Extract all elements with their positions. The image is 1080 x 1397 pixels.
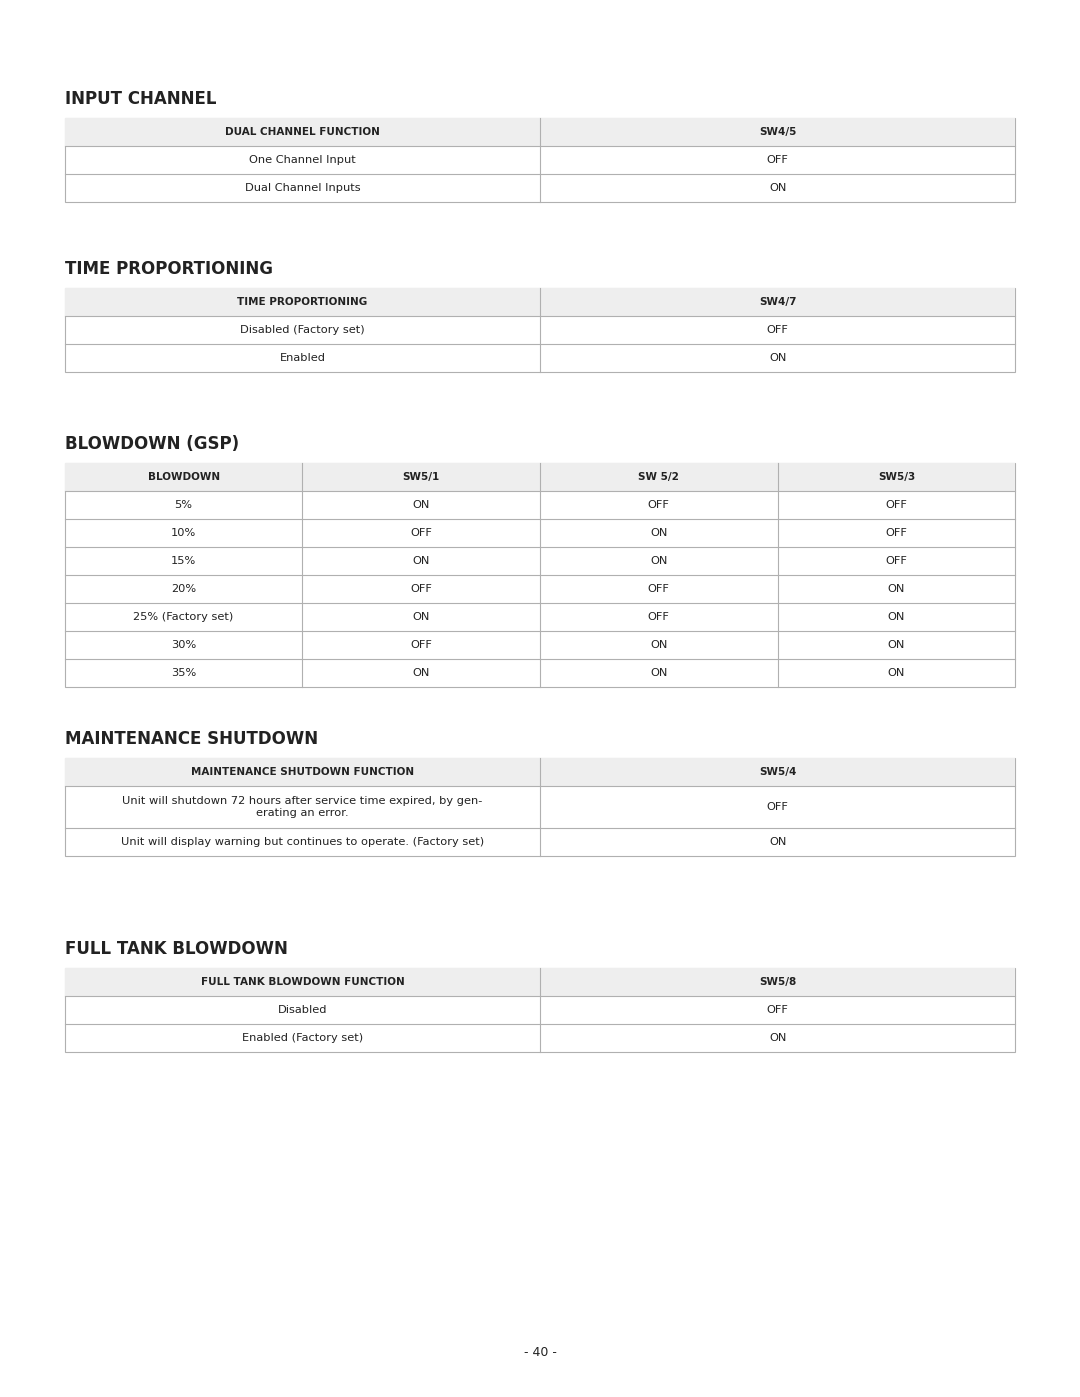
Text: Enabled: Enabled <box>280 353 325 363</box>
Text: SW4/7: SW4/7 <box>759 298 796 307</box>
Bar <box>65 968 1015 996</box>
Text: ON: ON <box>888 668 905 678</box>
Text: OFF: OFF <box>648 612 670 622</box>
Text: OFF: OFF <box>886 556 907 566</box>
Text: ON: ON <box>413 612 430 622</box>
Text: OFF: OFF <box>648 584 670 594</box>
Text: SW5/8: SW5/8 <box>759 977 796 988</box>
Text: Dual Channel Inputs: Dual Channel Inputs <box>244 183 361 193</box>
Text: 15%: 15% <box>171 556 197 566</box>
Text: ON: ON <box>888 612 905 622</box>
Text: SW5/1: SW5/1 <box>403 472 440 482</box>
Text: SW5/3: SW5/3 <box>878 472 915 482</box>
Text: SW 5/2: SW 5/2 <box>638 472 679 482</box>
Text: OFF: OFF <box>886 500 907 510</box>
Text: DUAL CHANNEL FUNCTION: DUAL CHANNEL FUNCTION <box>225 127 380 137</box>
Text: FULL TANK BLOWDOWN FUNCTION: FULL TANK BLOWDOWN FUNCTION <box>201 977 404 988</box>
Text: BLOWDOWN: BLOWDOWN <box>148 472 219 482</box>
Text: 20%: 20% <box>171 584 197 594</box>
Text: ON: ON <box>769 353 786 363</box>
Text: Unit will shutdown 72 hours after service time expired, by gen-
erating an error: Unit will shutdown 72 hours after servic… <box>122 796 483 819</box>
Text: ON: ON <box>769 183 786 193</box>
Text: TIME PROPORTIONING: TIME PROPORTIONING <box>65 260 273 278</box>
Bar <box>65 288 1015 372</box>
Text: MAINTENANCE SHUTDOWN FUNCTION: MAINTENANCE SHUTDOWN FUNCTION <box>191 767 414 777</box>
Text: ON: ON <box>888 584 905 594</box>
Text: ON: ON <box>650 528 667 538</box>
Bar <box>65 462 1015 490</box>
Text: 5%: 5% <box>175 500 192 510</box>
Text: 30%: 30% <box>171 640 197 650</box>
Text: 25% (Factory set): 25% (Factory set) <box>134 612 233 622</box>
Text: OFF: OFF <box>767 1004 788 1016</box>
Text: OFF: OFF <box>648 500 670 510</box>
Text: OFF: OFF <box>410 528 432 538</box>
Text: One Channel Input: One Channel Input <box>249 155 355 165</box>
Text: TIME PROPORTIONING: TIME PROPORTIONING <box>238 298 367 307</box>
Text: ON: ON <box>413 668 430 678</box>
Bar <box>65 462 1015 687</box>
Text: Disabled (Factory set): Disabled (Factory set) <box>240 326 365 335</box>
Text: SW5/4: SW5/4 <box>759 767 796 777</box>
Text: ON: ON <box>650 640 667 650</box>
Text: 35%: 35% <box>171 668 197 678</box>
Text: OFF: OFF <box>767 326 788 335</box>
Text: ON: ON <box>413 500 430 510</box>
Bar <box>65 288 1015 316</box>
Text: OFF: OFF <box>410 584 432 594</box>
Text: ON: ON <box>888 640 905 650</box>
Text: Disabled: Disabled <box>278 1004 327 1016</box>
Text: ON: ON <box>413 556 430 566</box>
Text: OFF: OFF <box>767 155 788 165</box>
Text: INPUT CHANNEL: INPUT CHANNEL <box>65 89 216 108</box>
Text: BLOWDOWN (GSP): BLOWDOWN (GSP) <box>65 434 239 453</box>
Bar <box>65 117 1015 203</box>
Bar <box>65 759 1015 856</box>
Text: SW4/5: SW4/5 <box>759 127 796 137</box>
Text: ON: ON <box>769 837 786 847</box>
Text: FULL TANK BLOWDOWN: FULL TANK BLOWDOWN <box>65 940 287 958</box>
Bar <box>65 968 1015 1052</box>
Text: Unit will display warning but continues to operate. (Factory set): Unit will display warning but continues … <box>121 837 484 847</box>
Text: ON: ON <box>769 1032 786 1044</box>
Bar <box>65 759 1015 787</box>
Bar <box>65 117 1015 147</box>
Text: OFF: OFF <box>886 528 907 538</box>
Text: Enabled (Factory set): Enabled (Factory set) <box>242 1032 363 1044</box>
Text: ON: ON <box>650 556 667 566</box>
Text: OFF: OFF <box>767 802 788 812</box>
Text: ON: ON <box>650 668 667 678</box>
Text: - 40 -: - 40 - <box>524 1345 556 1358</box>
Text: 10%: 10% <box>171 528 197 538</box>
Text: OFF: OFF <box>410 640 432 650</box>
Text: MAINTENANCE SHUTDOWN: MAINTENANCE SHUTDOWN <box>65 731 318 747</box>
